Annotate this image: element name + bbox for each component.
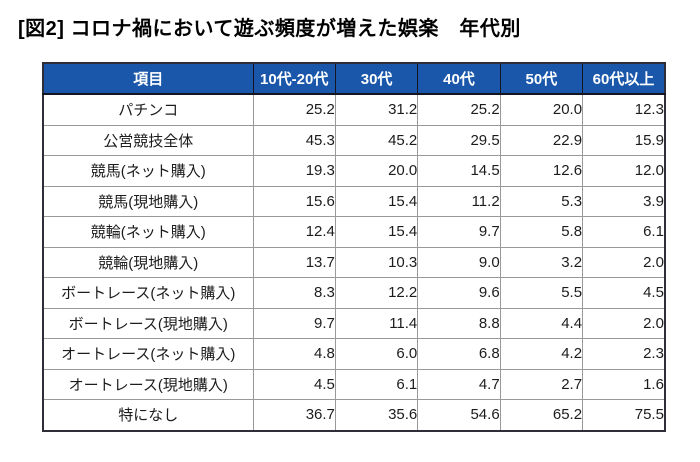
value-cell: 31.2 [334,93,419,126]
value-cell: 9.6 [417,277,501,309]
column-header-age-1: 10代-20代 [252,62,336,95]
value-cell: 2.0 [582,246,666,278]
value-cell: 8.8 [417,307,501,339]
value-cell: 15.9 [582,124,666,156]
table-row: 公営競技全体 45.3 45.2 29.5 22.9 15.9 [42,124,666,156]
value-cell-highlighted: 45.2 [334,124,419,156]
column-header-age-4: 50代 [499,62,584,95]
value-cell: 5.8 [499,216,584,248]
column-header-age-3: 40代 [417,62,501,95]
row-label: オートレース(現地購入) [42,368,254,400]
value-cell: 12.3 [582,93,666,126]
value-cell: 10.3 [334,246,419,278]
value-cell: 2.7 [499,368,584,400]
value-cell: 20.0 [334,155,419,187]
value-cell: 25.2 [417,93,501,126]
value-cell: 8.3 [252,277,336,309]
figure-title: [図2] コロナ禍において遊ぶ頻度が増えた娯楽 年代別 [18,18,521,40]
value-cell: 12.4 [252,216,336,248]
value-cell: 36.7 [252,399,336,431]
value-cell: 12.0 [582,155,666,187]
value-cell: 6.0 [334,338,419,370]
row-label: ボートレース(現地購入) [42,307,254,339]
value-cell: 1.6 [582,368,666,400]
value-cell: 29.5 [417,124,501,156]
table-header: 項目 10代-20代 30代 40代 50代 60代以上 [42,62,666,95]
value-cell: 12.6 [499,155,584,187]
value-cell: 25.2 [252,93,336,126]
value-cell: 54.6 [417,399,501,431]
value-cell: 14.5 [417,155,501,187]
table-row: 競馬(ネット購入) 19.3 20.0 14.5 12.6 12.0 [42,155,666,187]
table-row: 競輪(現地購入) 13.7 10.3 9.0 3.2 2.0 [42,246,666,278]
row-label: 競馬(現地購入) [42,185,254,217]
value-cell: 15.4 [334,185,419,217]
column-header-item: 項目 [42,62,254,95]
value-cell: 9.0 [417,246,501,278]
value-cell: 12.2 [334,277,419,309]
table-row: オートレース(現地購入) 4.5 6.1 4.7 2.7 1.6 [42,368,666,400]
value-cell: 4.8 [252,338,336,370]
value-cell: 9.7 [252,307,336,339]
value-cell: 35.6 [334,399,419,431]
value-cell: 5.3 [499,185,584,217]
value-cell: 2.3 [582,338,666,370]
value-cell: 4.2 [499,338,584,370]
row-label: 特になし [42,399,254,431]
row-label: オートレース(ネット購入) [42,338,254,370]
value-cell: 11.4 [334,307,419,339]
table-row: ボートレース(ネット購入) 8.3 12.2 9.6 5.5 4.5 [42,277,666,309]
table-row: 特になし 36.7 35.6 54.6 65.2 75.5 [42,399,666,431]
column-header-age-5: 60代以上 [582,62,666,95]
row-label: 公営競技全体 [42,124,254,156]
row-label: 競輪(ネット購入) [42,216,254,248]
value-cell: 13.7 [252,246,336,278]
value-cell: 11.2 [417,185,501,217]
value-cell: 22.9 [499,124,584,156]
value-cell: 15.6 [252,185,336,217]
value-cell: 4.5 [582,277,666,309]
value-cell: 9.7 [417,216,501,248]
value-cell: 19.3 [252,155,336,187]
table-row: パチンコ 25.2 31.2 25.2 20.0 12.3 [42,93,666,126]
age-group-table: 項目 10代-20代 30代 40代 50代 60代以上 パチンコ 25.2 31.2 25.2… [42,62,666,432]
value-cell: 6.8 [417,338,501,370]
table-row: ボートレース(現地購入) 9.7 11.4 8.8 4.4 2.0 [42,307,666,339]
table-row: 競馬(現地購入) 15.6 15.4 11.2 5.3 3.9 [42,185,666,217]
value-cell: 6.1 [582,216,666,248]
value-cell: 20.0 [499,93,584,126]
value-cell: 75.5 [582,399,666,431]
value-cell: 65.2 [499,399,584,431]
row-label: パチンコ [42,93,254,126]
value-cell: 6.1 [334,368,419,400]
value-cell: 3.9 [582,185,666,217]
value-cell: 2.0 [582,307,666,339]
row-label: ボートレース(ネット購入) [42,277,254,309]
value-cell: 3.2 [499,246,584,278]
table-row: 競輪(ネット購入) 12.4 15.4 9.7 5.8 6.1 [42,216,666,248]
value-cell: 4.7 [417,368,501,400]
column-header-age-2: 30代 [334,62,419,95]
row-label: 競輪(現地購入) [42,246,254,278]
table-body: パチンコ 25.2 31.2 25.2 20.0 12.3 公営競技全体 45.3 45.2 29… [42,93,666,431]
value-cell: 5.5 [499,277,584,309]
value-cell: 4.5 [252,368,336,400]
value-cell-highlighted: 45.3 [252,124,336,156]
table-row: オートレース(ネット購入) 4.8 6.0 6.8 4.2 2.3 [42,338,666,370]
row-label: 競馬(ネット購入) [42,155,254,187]
value-cell: 15.4 [334,216,419,248]
table-header-row: 項目 10代-20代 30代 40代 50代 60代以上 [42,62,666,95]
value-cell: 4.4 [499,307,584,339]
